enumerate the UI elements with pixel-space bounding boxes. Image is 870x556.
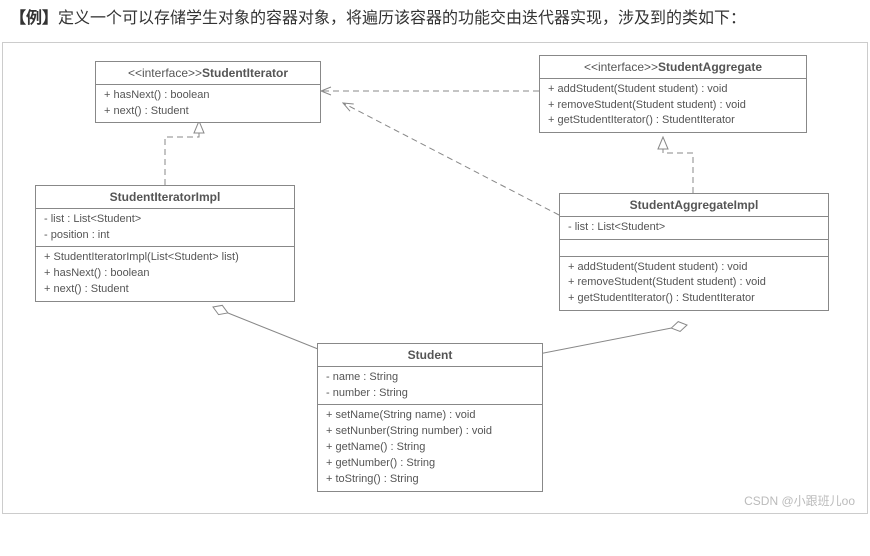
class-name: StudentAggregate [658,60,762,74]
class-attrs: - list : List<Student> [559,217,829,240]
conn-iteratorimpl-iterator [165,121,199,185]
class-student-aggregate: <<interface>>StudentAggregate + addStude… [539,55,807,134]
class-title: <<interface>>StudentIterator [95,61,321,85]
class-title: StudentAggregateImpl [559,193,829,217]
intro-text: 定义一个可以存储学生对象的容器对象，将遍历该容器的功能交由迭代器实现，涉及到的类… [58,10,746,27]
class-student-aggregate-impl: StudentAggregateImpl - list : List<Stude… [559,193,829,312]
class-title: Student [317,343,543,367]
class-ops: + hasNext() : boolean + next() : Student [95,85,321,124]
op: + getName() : String [326,440,534,456]
class-ops: + addStudent(Student student) : void + r… [539,79,807,134]
op: + addStudent(Student student) : void [548,82,798,98]
op: + setName(String name) : void [326,408,534,424]
class-blank [559,240,829,257]
op: + hasNext() : boolean [104,88,312,104]
attr: - position : int [44,228,286,244]
op: + getStudentIterator() : StudentIterator [548,113,798,129]
class-ops: + setName(String name) : void + setNunbe… [317,405,543,492]
class-ops: + StudentIteratorImpl(List<Student> list… [35,247,295,302]
op: + hasNext() : boolean [44,266,286,282]
op: + setNunber(String number) : void [326,424,534,440]
conn-aggregateimpl-aggregate [663,137,693,193]
example-intro: 【例】定义一个可以存储学生对象的容器对象，将遍历该容器的功能交由迭代器实现，涉及… [0,0,870,42]
stereotype: <<interface>> [128,66,202,80]
class-attrs: - list : List<Student> - position : int [35,209,295,248]
class-name: StudentIteratorImpl [110,190,221,204]
intro-prefix: 【例】 [10,10,58,27]
class-name: StudentAggregateImpl [630,198,759,212]
op: + next() : Student [104,104,312,120]
class-student: Student - name : String - number : Strin… [317,343,543,493]
class-student-iterator-impl: StudentIteratorImpl - list : List<Studen… [35,185,295,303]
op: + getNumber() : String [326,456,534,472]
class-title: StudentIteratorImpl [35,185,295,209]
op: + removeStudent(Student student) : void [548,98,798,114]
stereotype: <<interface>> [584,60,658,74]
attr: - number : String [326,386,534,402]
conn-aggregateimpl-iterator [343,103,559,215]
attr: - list : List<Student> [568,220,820,236]
attr: - name : String [326,370,534,386]
op: + addStudent(Student student) : void [568,260,820,276]
op: + StudentIteratorImpl(List<Student> list… [44,250,286,266]
op: + next() : Student [44,282,286,298]
class-attrs: - name : String - number : String [317,367,543,406]
op: + getStudentIterator() : StudentIterator [568,291,820,307]
class-name: StudentIterator [202,66,288,80]
op: + toString() : String [326,472,534,488]
class-student-iterator: <<interface>>StudentIterator + hasNext()… [95,61,321,124]
uml-diagram: <<interface>>StudentIterator + hasNext()… [2,42,868,514]
class-name: Student [408,348,453,362]
op: + removeStudent(Student student) : void [568,275,820,291]
attr: - list : List<Student> [44,212,286,228]
class-ops: + addStudent(Student student) : void + r… [559,257,829,312]
class-title: <<interface>>StudentAggregate [539,55,807,79]
watermark: CSDN @小跟班儿oo [744,492,855,509]
